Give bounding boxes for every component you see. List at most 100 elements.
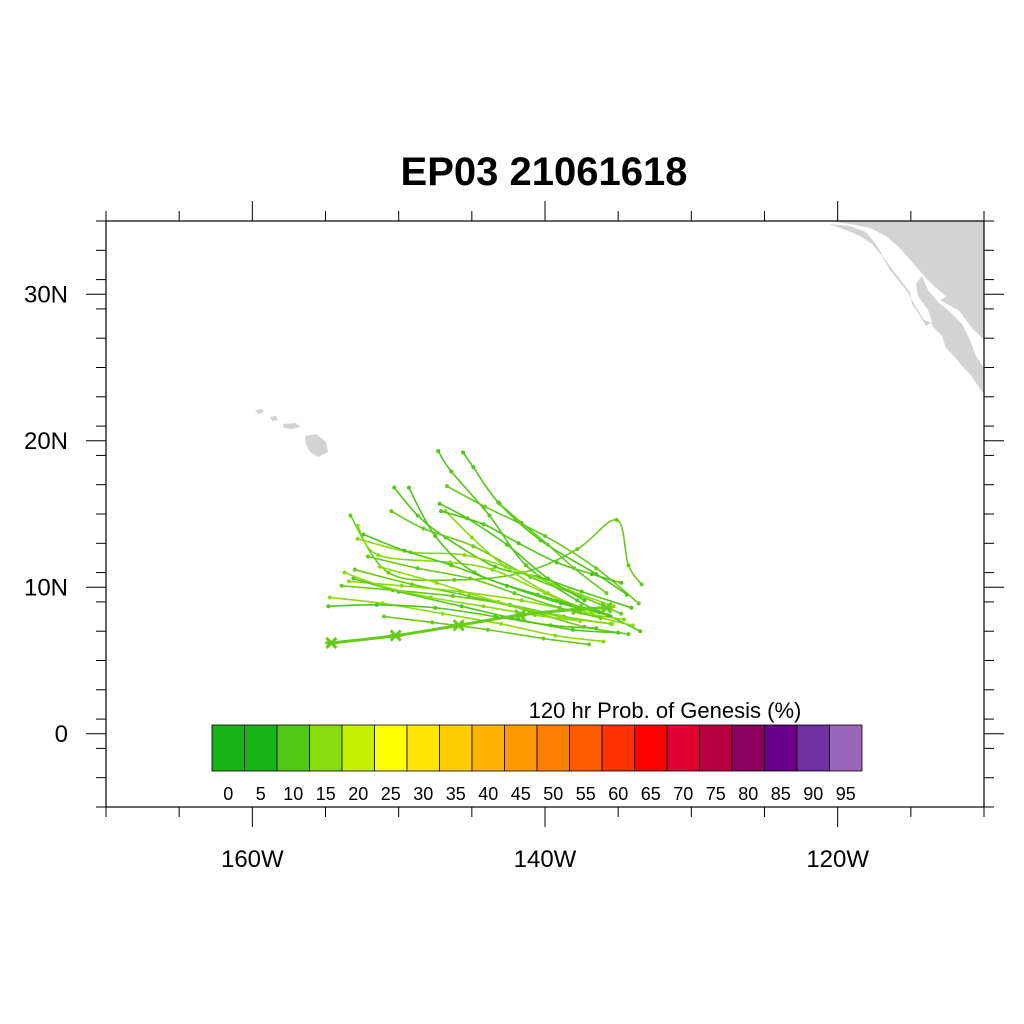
track-20-point-1 bbox=[589, 572, 594, 577]
colorbar-label-11: 55 bbox=[576, 784, 596, 804]
track-2-point-1 bbox=[594, 566, 599, 571]
colorbar-swatch-11 bbox=[569, 724, 603, 772]
track-12-point-5 bbox=[361, 532, 366, 537]
colorbar-label-2: 10 bbox=[283, 784, 303, 804]
track-23-point-1 bbox=[557, 614, 562, 619]
track-22-point-0 bbox=[597, 610, 602, 615]
track-8-point-0 bbox=[619, 611, 624, 616]
colorbar-swatch-17 bbox=[764, 724, 798, 772]
track-14-point-5 bbox=[365, 554, 370, 559]
colorbar-label-6: 30 bbox=[413, 784, 433, 804]
colorbar-label-19: 95 bbox=[836, 784, 856, 804]
colorbar-label-3: 15 bbox=[316, 784, 336, 804]
hawaiian-islands bbox=[255, 409, 328, 457]
track-3-point-3 bbox=[490, 567, 495, 572]
track-9-point-3 bbox=[459, 604, 464, 609]
colorbar-swatch-7 bbox=[439, 724, 473, 772]
track-20-point-5 bbox=[439, 509, 444, 514]
track-8-point-5 bbox=[389, 509, 394, 514]
track-0-point-7 bbox=[348, 513, 353, 518]
track-14-point-0 bbox=[598, 616, 603, 621]
track-19-point-4 bbox=[379, 583, 384, 588]
track-2-point-3 bbox=[483, 504, 488, 509]
track-3-point-5 bbox=[376, 553, 381, 558]
track-14-point-1 bbox=[557, 605, 562, 610]
track-10-point-3 bbox=[462, 553, 467, 558]
track-6-point-0 bbox=[624, 592, 629, 597]
track-21-point-2 bbox=[545, 542, 550, 547]
track-line-8 bbox=[390, 510, 622, 615]
track-1-point-3 bbox=[523, 563, 528, 568]
y-tick-label-0: 30N bbox=[24, 281, 68, 308]
track-17-point-1 bbox=[541, 636, 546, 641]
colorbar-swatch-0 bbox=[211, 724, 245, 772]
colorbar-swatch-5 bbox=[374, 724, 408, 772]
track-20-point-0 bbox=[619, 580, 624, 585]
track-3-point-0 bbox=[630, 623, 635, 628]
track-14-point-2 bbox=[512, 591, 517, 596]
track-4-point-1 bbox=[579, 589, 584, 594]
colorbar-swatch-3 bbox=[309, 724, 343, 772]
track-4-point-6 bbox=[392, 485, 397, 490]
track-16-point-1 bbox=[545, 591, 550, 596]
colorbar-swatch-10 bbox=[536, 724, 570, 772]
colorbar-label-13: 65 bbox=[641, 784, 661, 804]
track-10-point-2 bbox=[521, 570, 526, 575]
track-18-point-2 bbox=[504, 542, 509, 547]
track-10-point-5 bbox=[355, 536, 360, 541]
track-0-point-3 bbox=[575, 547, 580, 552]
track-19-point-2 bbox=[481, 604, 486, 609]
track-23-point-0 bbox=[610, 621, 615, 626]
track-12-point-4 bbox=[402, 548, 407, 553]
track-18-point-4 bbox=[437, 501, 442, 506]
colorbar-swatch-9 bbox=[504, 724, 538, 772]
colorbar-swatch-4 bbox=[341, 724, 375, 772]
colorbar-label-12: 60 bbox=[608, 784, 628, 804]
colorbar-label-0: 0 bbox=[223, 784, 233, 804]
track-22-point-1 bbox=[535, 592, 540, 597]
colorbar-label-8: 40 bbox=[478, 784, 498, 804]
track-21-point-0 bbox=[604, 591, 609, 596]
y-tick-label-1: 20N bbox=[24, 428, 68, 455]
colorbar-label-9: 45 bbox=[511, 784, 531, 804]
colorbar-swatch-8 bbox=[471, 724, 505, 772]
main-track-marker-1 bbox=[571, 603, 584, 616]
track-14-point-4 bbox=[415, 566, 420, 571]
track-4-point-3 bbox=[493, 564, 498, 569]
track-2-point-2 bbox=[543, 533, 547, 538]
track-6-point-5 bbox=[461, 450, 466, 455]
island-maui bbox=[283, 423, 300, 429]
land-layer bbox=[255, 221, 984, 457]
track-23-point-2 bbox=[496, 599, 501, 604]
track-line-13 bbox=[329, 596, 604, 643]
colorbar-swatch-13 bbox=[634, 724, 668, 772]
map-title: EP03 21061618 bbox=[400, 150, 688, 194]
track-19-point-3 bbox=[428, 595, 433, 600]
colorbar-swatch-18 bbox=[796, 724, 830, 772]
track-0-point-5 bbox=[452, 577, 457, 582]
x-tick-label-0: 160W bbox=[221, 846, 284, 873]
track-line-20 bbox=[440, 510, 622, 584]
track-6-point-4 bbox=[471, 465, 476, 470]
track-15-point-5 bbox=[326, 604, 331, 609]
track-0-point-0 bbox=[639, 582, 644, 587]
track-7-point-0 bbox=[622, 617, 627, 622]
main-track-marker-4 bbox=[389, 629, 402, 642]
track-23-point-4 bbox=[377, 564, 382, 569]
track-21-point-4 bbox=[497, 501, 502, 506]
main-track-marker-0 bbox=[600, 601, 613, 614]
colorbar-swatch-1 bbox=[244, 724, 278, 772]
colorbar-label-15: 75 bbox=[706, 784, 726, 804]
main-track-layer bbox=[325, 601, 613, 649]
track-21-point-3 bbox=[519, 520, 524, 525]
island-kauai bbox=[255, 409, 264, 414]
x-tick-label-1: 140W bbox=[514, 846, 577, 873]
track-9-point-5 bbox=[351, 576, 356, 581]
y-tick-label-2: 10N bbox=[24, 574, 68, 601]
track-12-point-3 bbox=[449, 563, 454, 568]
main-track-marker-2 bbox=[514, 609, 527, 622]
track-17-point-2 bbox=[485, 627, 490, 632]
track-line-14 bbox=[367, 555, 601, 619]
track-10-point-0 bbox=[611, 604, 616, 609]
